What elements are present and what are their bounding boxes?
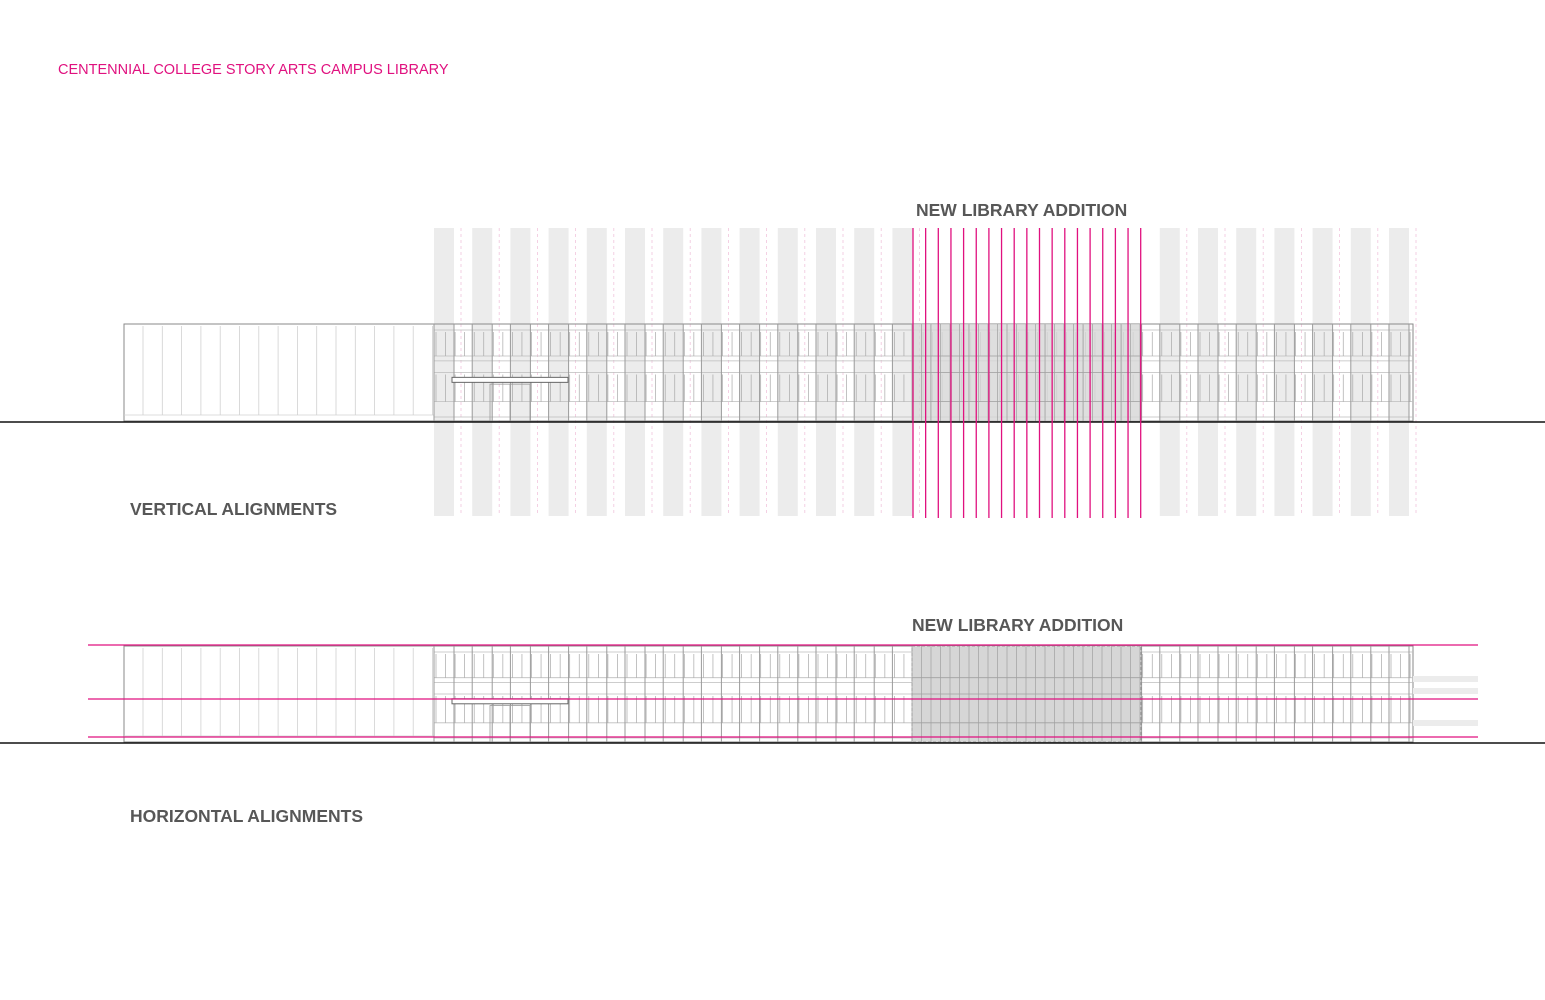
alignment-band (586, 228, 607, 516)
alignment-band (854, 228, 875, 516)
alignment-band (1236, 228, 1257, 516)
vertical-alignments-caption: VERTICAL ALIGNMENTS (130, 499, 338, 519)
slab-band (1413, 720, 1478, 726)
bottom-elevation-horizontal-alignments (0, 644, 1545, 744)
alignment-band (739, 228, 760, 516)
alignment-band (1389, 228, 1409, 516)
alignment-band (1312, 228, 1333, 516)
existing-building-outline (123, 323, 435, 422)
alignment-band (777, 228, 798, 516)
new-library-addition-label-top: NEW LIBRARY ADDITION (916, 200, 1128, 220)
entrance-canopy (451, 376, 569, 383)
alignment-band (1198, 228, 1218, 516)
alignment-band (1159, 228, 1180, 516)
alignment-band (548, 228, 569, 516)
top-elevation-vertical-alignments (0, 228, 1545, 518)
existing-building-outline (123, 645, 435, 743)
slab-band (1413, 688, 1478, 694)
slab-band (1413, 676, 1478, 682)
alignment-band (1350, 228, 1371, 516)
alignment-band (625, 228, 645, 516)
alignment-band (816, 228, 836, 516)
alignment-band (892, 228, 913, 516)
alignment-band (510, 228, 531, 516)
alignment-band (472, 228, 493, 516)
horizontal-alignments-caption: HORIZONTAL ALIGNMENTS (130, 806, 363, 826)
alignment-band (663, 228, 684, 516)
alignment-band (1274, 228, 1295, 516)
alignment-band (701, 228, 722, 516)
alignment-band (434, 228, 454, 516)
page-title: CENTENNIAL COLLEGE STORY ARTS CAMPUS LIB… (58, 62, 449, 78)
new-library-addition-label-bottom: NEW LIBRARY ADDITION (912, 615, 1124, 635)
